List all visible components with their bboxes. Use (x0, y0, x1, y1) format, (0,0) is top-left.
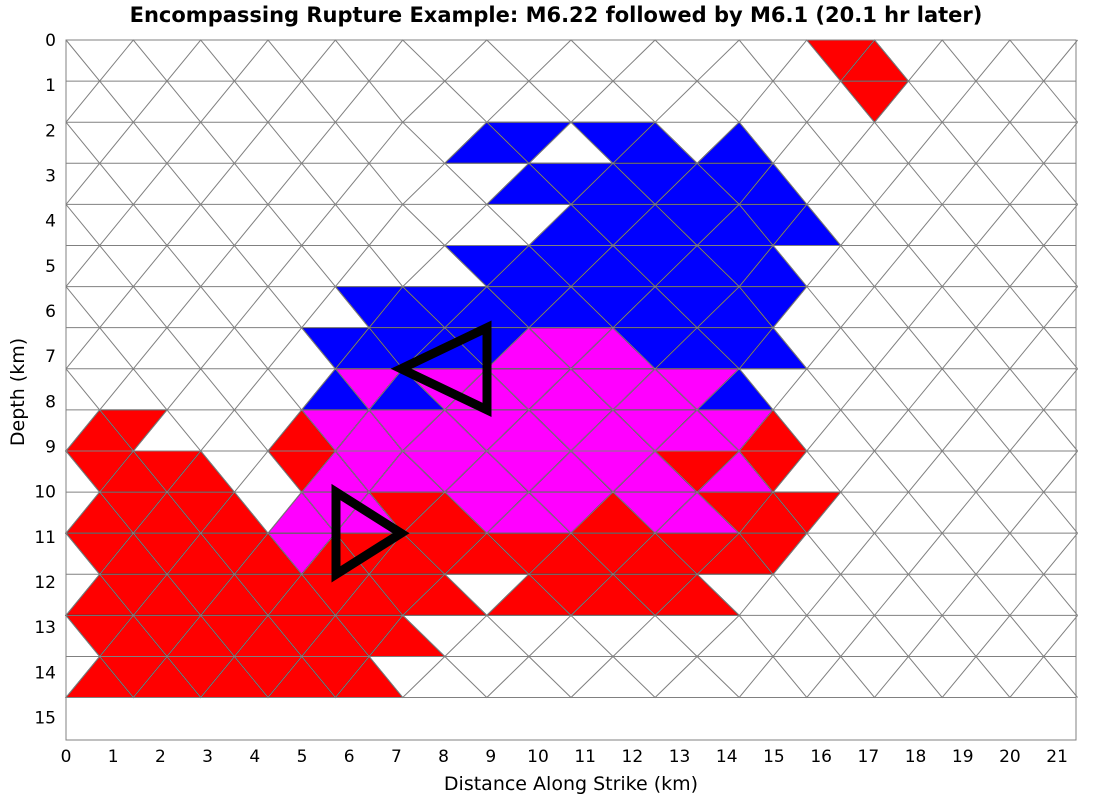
x-tick-label: 12 (622, 747, 644, 767)
x-tick-label: 13 (669, 747, 691, 767)
x-tick-label: 21 (1046, 747, 1068, 767)
y-tick-label: 7 (45, 347, 56, 367)
x-tick-label: 19 (952, 747, 974, 767)
x-tick-label: 18 (905, 747, 927, 767)
mesh-line (66, 122, 1078, 163)
y-tick-label: 5 (45, 257, 56, 277)
x-tick-label: 1 (108, 747, 119, 767)
y-tick-label: 2 (45, 121, 56, 141)
x-tick-label: 2 (155, 747, 166, 767)
x-tick-label: 4 (249, 747, 260, 767)
x-tick-label: 6 (344, 747, 355, 767)
x-tick-label: 9 (485, 747, 496, 767)
y-tick-label: 11 (34, 528, 56, 548)
x-tick-label: 8 (438, 747, 449, 767)
chart-title: Encompassing Rupture Example: M6.22 foll… (130, 3, 983, 27)
y-axis-label: Depth (km) (7, 338, 29, 446)
x-tick-label: 5 (297, 747, 308, 767)
y-tick-label: 9 (45, 437, 56, 457)
mesh-line (66, 40, 1078, 81)
x-tick-label: 3 (202, 747, 213, 767)
x-tick-label: 10 (527, 747, 549, 767)
ruptured-element-red (841, 81, 909, 122)
x-tick-label: 14 (716, 747, 738, 767)
x-tick-label: 7 (391, 747, 402, 767)
y-tick-label: 12 (34, 573, 56, 593)
x-axis-label: Distance Along Strike (km) (444, 773, 698, 795)
y-tick-label: 6 (45, 302, 56, 322)
x-tick-label: 17 (858, 747, 880, 767)
x-axis-ticks: 0 1 2 3 4 5 6 7 8 9 10 11 12 13 14 15 16 17 18 19 20 21 (61, 747, 1068, 767)
y-tick-label: 3 (45, 166, 56, 186)
y-tick-label: 0 (45, 31, 56, 51)
y-tick-label: 1 (45, 76, 56, 96)
y-tick-label: 14 (34, 663, 56, 683)
y-tick-label: 10 (34, 483, 56, 503)
x-tick-label: 15 (763, 747, 785, 767)
x-tick-label: 16 (810, 747, 832, 767)
x-tick-label: 11 (574, 747, 596, 767)
y-tick-label: 13 (34, 618, 56, 638)
x-tick-label: 20 (999, 747, 1021, 767)
y-tick-label: 4 (45, 212, 56, 232)
y-tick-label: 15 (34, 708, 56, 728)
x-tick-label: 0 (61, 747, 72, 767)
mesh-line (66, 81, 1078, 122)
y-tick-label: 8 (45, 392, 56, 412)
ruptured-element-blue (697, 122, 773, 163)
